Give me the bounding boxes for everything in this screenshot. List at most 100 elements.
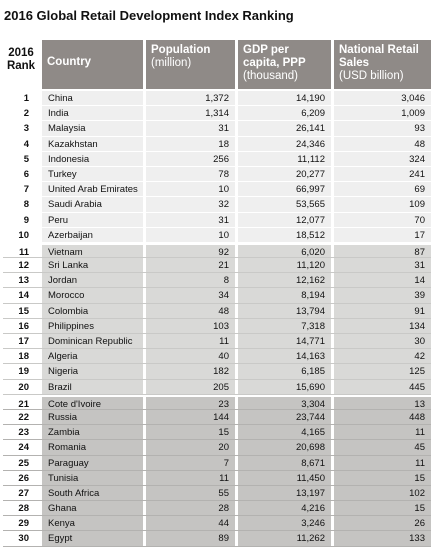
- country-cell: Romania: [42, 440, 146, 455]
- gdp-cell: 20,277: [238, 166, 334, 182]
- country-cell: Algeria: [42, 349, 146, 364]
- rank-cell: 19: [3, 364, 42, 379]
- table-row: 13 Jordan 8 12,162 14: [3, 273, 431, 289]
- table-row: 12 Sri Lanka 21 11,120 31: [3, 258, 431, 274]
- rank-cell: 28: [3, 501, 42, 516]
- table-row: 3 Malaysia 31 26,141 93: [3, 121, 431, 137]
- header-gdp-label: GDP per capita, PPP: [243, 44, 306, 69]
- header-rank-label: Rank: [6, 60, 36, 72]
- table-row: 23 Zambia 15 4,165 11: [3, 425, 431, 441]
- country-cell: Indonesia: [42, 151, 146, 166]
- gdp-cell: 6,185: [238, 364, 334, 379]
- rank-cell: 12: [3, 258, 42, 273]
- sales-cell: 3,046: [334, 91, 431, 106]
- sales-cell: 69: [334, 182, 431, 197]
- header-gdp: GDP per capita, PPP (thousand): [238, 40, 334, 89]
- country-cell: Nigeria: [42, 364, 146, 379]
- country-cell: Kazakhstan: [42, 136, 146, 151]
- rank-cell: 11: [3, 244, 42, 258]
- country-cell: Peru: [42, 212, 146, 227]
- sales-cell: 14: [334, 273, 431, 288]
- rank-cell: 22: [3, 409, 42, 425]
- table-row: 2 India 1,314 6,209 1,009: [3, 106, 431, 122]
- country-cell: Philippines: [42, 318, 146, 333]
- sales-cell: 102: [334, 485, 431, 501]
- gdp-cell: 12,162: [238, 273, 334, 288]
- table-row: 29 Kenya 44 3,246 26: [3, 516, 431, 532]
- table-row: 21 Cote d'Ivoire 23 3,304 13: [3, 394, 431, 410]
- population-cell: 34: [146, 288, 238, 303]
- population-cell: 103: [146, 318, 238, 333]
- table-row: 27 South Africa 55 13,197 102: [3, 485, 431, 502]
- rank-cell: 30: [3, 531, 42, 546]
- header-sales-unit: (USD billion): [339, 70, 404, 82]
- rank-cell: 23: [3, 425, 42, 440]
- gdp-cell: 4,216: [238, 501, 334, 516]
- country-cell: Paraguay: [42, 455, 146, 470]
- header-population-unit: (million): [151, 57, 192, 69]
- gdp-cell: 18,512: [238, 227, 334, 242]
- population-cell: 32: [146, 197, 238, 212]
- sales-cell: 1,009: [334, 106, 431, 121]
- gdp-cell: 3,304: [238, 396, 334, 409]
- sales-cell: 134: [334, 318, 431, 333]
- table-row: 19 Nigeria 182 6,185 125: [3, 364, 431, 380]
- country-cell: Colombia: [42, 303, 146, 318]
- gdp-cell: 66,997: [238, 182, 334, 197]
- table-row: 28 Ghana 28 4,216 15: [3, 501, 431, 517]
- header-rank-year: 2016: [8, 47, 34, 59]
- rank-cell: 7: [3, 182, 42, 197]
- population-cell: 10: [146, 227, 238, 242]
- table-row: 6 Turkey 78 20,277 241: [3, 166, 431, 183]
- table-row: 16 Philippines 103 7,318 134: [3, 318, 431, 334]
- population-cell: 7: [146, 455, 238, 470]
- country-cell: Azerbaijan: [42, 227, 146, 242]
- rank-cell: 4: [3, 136, 42, 151]
- gdp-cell: 20,698: [238, 440, 334, 455]
- header-sales: National Retail Sales (USD billion): [334, 40, 431, 89]
- gdp-cell: 3,246: [238, 516, 334, 531]
- population-cell: 48: [146, 303, 238, 318]
- header-sales-label: National Retail Sales: [339, 44, 419, 69]
- table-row: 26 Tunisia 11 11,450 15: [3, 470, 431, 486]
- rank-cell: 8: [3, 197, 42, 212]
- rank-cell: 24: [3, 440, 42, 455]
- table-row: 8 Saudi Arabia 32 53,565 109: [3, 197, 431, 213]
- country-cell: Vietnam: [42, 244, 146, 258]
- page-title: 2016 Global Retail Development Index Ran…: [4, 8, 294, 23]
- sales-cell: 17: [334, 227, 431, 242]
- gdp-cell: 6,209: [238, 106, 334, 121]
- country-cell: Tunisia: [42, 470, 146, 485]
- country-cell: South Africa: [42, 485, 146, 501]
- table-row: 17 Dominican Republic 11 14,771 30: [3, 334, 431, 350]
- table-row: 20 Brazil 205 15,690 445: [3, 379, 431, 395]
- gdp-cell: 15,690: [238, 379, 334, 394]
- country-cell: Kenya: [42, 516, 146, 531]
- sales-cell: 87: [334, 244, 431, 258]
- country-cell: Ghana: [42, 501, 146, 516]
- table-row: 9 Peru 31 12,077 70: [3, 212, 431, 228]
- population-cell: 15: [146, 425, 238, 440]
- gdp-cell: 23,744: [238, 409, 334, 425]
- gdp-cell: 26,141: [238, 121, 334, 136]
- country-cell: Egypt: [42, 531, 146, 546]
- population-cell: 40: [146, 349, 238, 364]
- table-row: 4 Kazakhstan 18 24,346 48: [3, 136, 431, 152]
- population-cell: 11: [146, 334, 238, 349]
- sales-cell: 93: [334, 121, 431, 136]
- rank-cell: 1: [3, 91, 42, 106]
- sales-cell: 109: [334, 197, 431, 212]
- sales-cell: 11: [334, 455, 431, 470]
- rank-cell: 20: [3, 379, 42, 394]
- population-cell: 18: [146, 136, 238, 151]
- country-cell: Saudi Arabia: [42, 197, 146, 212]
- population-cell: 21: [146, 258, 238, 273]
- country-cell: Russia: [42, 409, 146, 425]
- sales-cell: 13: [334, 396, 431, 409]
- population-cell: 256: [146, 151, 238, 166]
- table-row: 10 Azerbaijan 10 18,512 17: [3, 227, 431, 243]
- population-cell: 144: [146, 409, 238, 425]
- table-row: 25 Paraguay 7 8,671 11: [3, 455, 431, 471]
- rank-cell: 26: [3, 470, 42, 485]
- header-population-label: Population: [151, 44, 211, 56]
